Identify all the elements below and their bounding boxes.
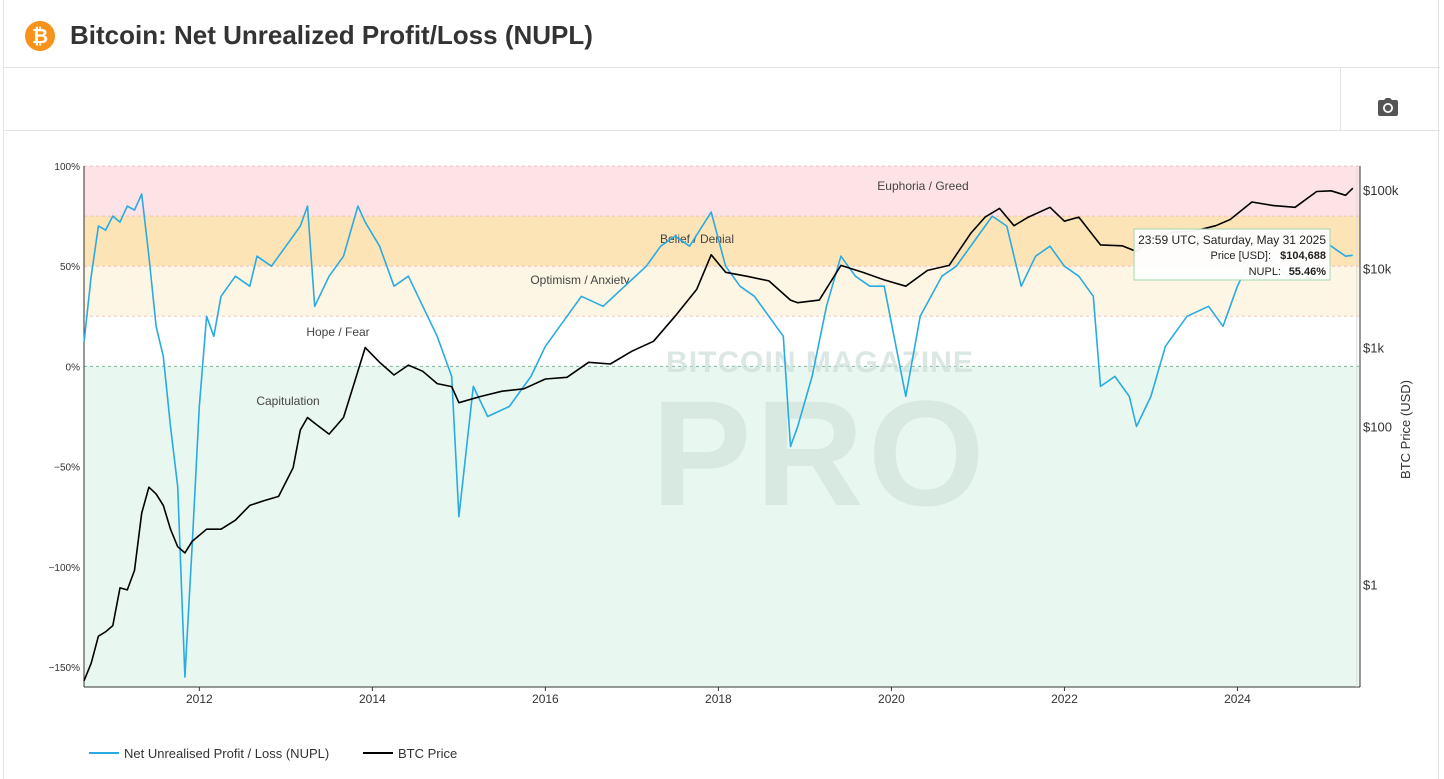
x-tick-label: 2018	[705, 692, 732, 706]
y-right-tick-label: $1k	[1363, 341, 1384, 356]
y-left-tick-label: −100%	[49, 563, 81, 574]
tooltip-price-label: Price [USD]:	[1210, 250, 1271, 262]
tooltip-price-value: $104,688	[1280, 250, 1326, 262]
y-right-tick-label: $10k	[1363, 262, 1392, 277]
zone-label: Euphoria / Greed	[877, 179, 968, 193]
nupl-series-line	[83, 193, 1353, 678]
tooltip-title: 23:59 UTC, Saturday, May 31 2025	[1138, 233, 1326, 247]
tooltip-nupl-label: NUPL:	[1249, 266, 1281, 278]
x-tick-label: 2012	[186, 692, 213, 706]
page-header: ₿ Bitcoin: Net Unrealized Profit/Loss (N…	[4, 0, 1440, 68]
page-title: Bitcoin: Net Unrealized Profit/Loss (NUP…	[70, 20, 593, 50]
tooltip-box	[1133, 228, 1331, 281]
x-tick-label: 2022	[1051, 692, 1078, 706]
bitcoin-logo-icon: ₿	[25, 21, 55, 51]
tooltip-nupl-value: 55.46%	[1289, 266, 1327, 278]
y-left-tick-label: 50%	[60, 262, 80, 273]
zone-label: Belief / Denial	[660, 232, 734, 246]
zone-band	[84, 166, 1360, 217]
x-tick-label: 2014	[359, 692, 386, 706]
x-tick-label: 2020	[878, 692, 905, 706]
zone-label: Capitulation	[256, 394, 319, 408]
y-left-tick-label: −150%	[49, 663, 81, 674]
legend-label-nupl: Net Unrealised Profit / Loss (NUPL)	[124, 746, 329, 761]
chart-toolbar	[4, 68, 1440, 131]
x-tick-label: 2024	[1224, 692, 1251, 706]
y-right-tick-label: $1	[1363, 577, 1377, 592]
zone-label: Hope / Fear	[306, 325, 369, 339]
legend-label-price: BTC Price	[398, 746, 457, 761]
y-right-axis-label: BTC Price (USD)	[1398, 380, 1413, 479]
zone-band	[84, 366, 1360, 687]
y-left-tick-label: 100%	[54, 162, 80, 173]
x-tick-label: 2016	[532, 692, 559, 706]
watermark-text: PRO	[651, 369, 988, 537]
y-right-tick-label: $100k	[1363, 183, 1399, 198]
camera-icon[interactable]	[1378, 98, 1398, 116]
y-right-tick-label: $100	[1363, 420, 1392, 435]
toolbar-divider	[1340, 68, 1341, 130]
watermark-text: BITCOIN MAGAZINE	[666, 346, 974, 379]
y-left-tick-label: −50%	[54, 463, 80, 474]
zone-band	[84, 316, 1360, 367]
price-series-line	[83, 187, 1354, 682]
y-left-tick-label: 0%	[66, 362, 81, 373]
zone-label: Optimism / Anxiety	[530, 273, 629, 287]
chart-card: ₿ Bitcoin: Net Unrealized Profit/Loss (N…	[3, 0, 1440, 779]
